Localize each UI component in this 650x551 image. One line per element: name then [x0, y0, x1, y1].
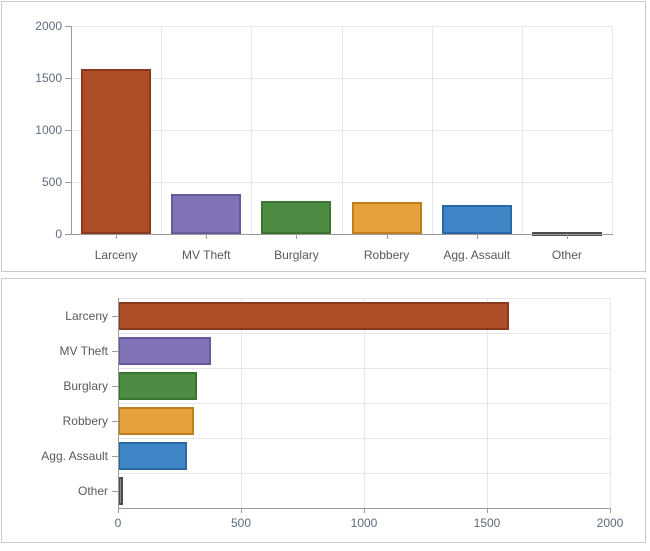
gridline — [118, 298, 610, 299]
tick-mark — [65, 130, 71, 131]
tick-mark — [118, 508, 119, 513]
x-category-label: MV Theft — [182, 248, 231, 262]
y-category-label: Larceny — [65, 308, 108, 323]
gridline — [610, 298, 611, 508]
gridline — [118, 368, 610, 369]
vertical-bar-chart-panel: 0 500 1000 1500 2000 Larceny MV Theft Burglary R… — [1, 1, 646, 272]
bar-mv-theft[interactable] — [171, 194, 242, 234]
gridline — [118, 438, 610, 439]
y-category-label: MV Theft — [59, 343, 108, 358]
y-category-label: Agg. Assault — [41, 448, 108, 463]
bar-agg-assault[interactable] — [441, 204, 512, 234]
x-tick-label: 0 — [114, 516, 122, 530]
x-tick-label: 500 — [230, 516, 252, 530]
x-axis-line — [71, 234, 613, 235]
tick-mark — [65, 78, 71, 79]
tick-mark — [65, 234, 71, 235]
tick-mark — [386, 234, 388, 239]
y-axis-line — [118, 298, 119, 509]
gridline — [118, 403, 610, 404]
bar-larceny[interactable] — [118, 301, 510, 330]
bar-mv-theft[interactable] — [118, 336, 212, 365]
y-tick-label: 0 — [55, 227, 62, 241]
y-category-label: Robbery — [62, 413, 108, 428]
y-tick-label: 2000 — [35, 19, 62, 33]
tick-mark — [112, 385, 118, 387]
gridline — [118, 473, 610, 474]
tick-mark — [487, 508, 488, 513]
gridline — [431, 26, 433, 234]
tick-mark — [65, 26, 71, 27]
gridline — [612, 26, 613, 234]
tick-mark — [476, 234, 478, 239]
tick-mark — [112, 455, 118, 457]
x-category-label: Robbery — [363, 248, 410, 262]
x-category-label: Larceny — [94, 248, 138, 262]
bar-larceny[interactable] — [81, 68, 152, 234]
x-category-label: Other — [551, 248, 582, 262]
x-category-label: Burglary — [274, 248, 319, 262]
x-axis-line — [118, 508, 611, 509]
tick-mark — [296, 234, 298, 239]
bar-robbery[interactable] — [351, 201, 422, 234]
bar-agg-assault[interactable] — [118, 441, 187, 470]
y-tick-label: 500 — [41, 175, 62, 189]
bar-robbery[interactable] — [118, 406, 195, 435]
horizontal-bar-chart-panel: 0 500 1000 1500 2000 Larceny MV Theft Burglary R… — [1, 278, 646, 543]
gridline — [251, 26, 253, 234]
y-tick-label: 1000 — [35, 123, 62, 137]
tick-mark — [610, 508, 611, 513]
y-axis-line — [71, 26, 72, 234]
tick-mark — [112, 420, 118, 422]
x-tick-label: 2000 — [596, 516, 624, 530]
tick-mark — [65, 182, 71, 183]
tick-mark — [116, 234, 118, 239]
tick-mark — [364, 508, 365, 513]
tick-mark — [112, 350, 118, 352]
tick-mark — [241, 508, 242, 513]
vertical-bar-chart: 0 500 1000 1500 2000 Larceny MV Theft Burglary R… — [2, 2, 645, 271]
bar-burglary[interactable] — [261, 200, 332, 234]
x-category-label: Agg. Assault — [443, 248, 511, 262]
tick-mark — [206, 234, 208, 239]
x-tick-label: 1000 — [350, 516, 378, 530]
horizontal-bar-chart: 0 500 1000 1500 2000 Larceny MV Theft Burglary R… — [2, 279, 645, 542]
bar-burglary[interactable] — [118, 371, 197, 400]
gridline — [161, 26, 163, 234]
gridline — [521, 26, 523, 234]
y-category-label: Other — [77, 483, 108, 498]
tick-mark — [566, 234, 568, 239]
tick-mark — [112, 315, 118, 317]
gridline — [341, 26, 343, 234]
x-tick-label: 1500 — [473, 516, 501, 530]
y-category-label: Burglary — [63, 378, 108, 393]
tick-mark — [112, 490, 118, 492]
y-tick-label: 1500 — [35, 71, 62, 85]
gridline — [118, 333, 610, 334]
